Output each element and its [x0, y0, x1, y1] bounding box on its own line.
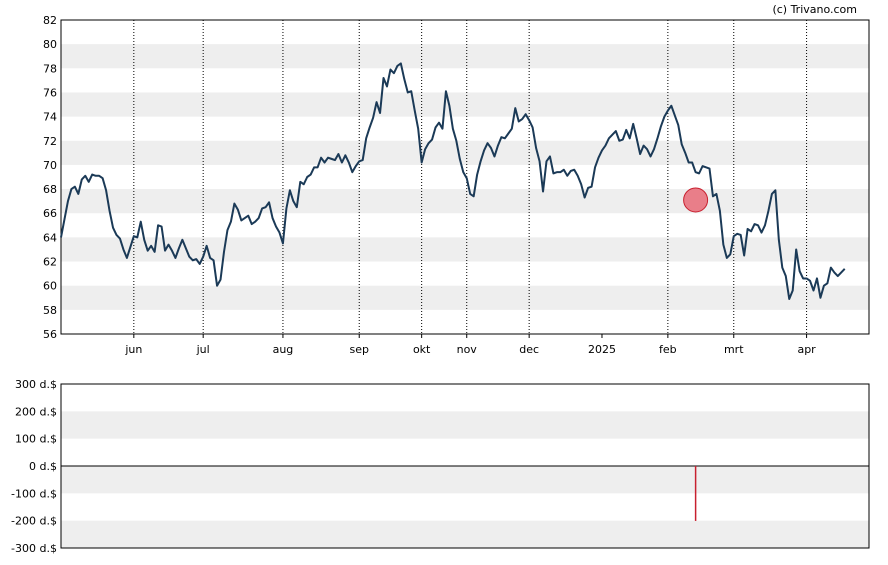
x-tick-nov: nov [457, 343, 478, 356]
price-band [61, 189, 869, 214]
price-y-tick-62: 62 [43, 256, 57, 269]
price-y-tick-60: 60 [43, 280, 57, 293]
price-band [61, 92, 869, 117]
price-y-tick-80: 80 [43, 38, 57, 51]
volume-y-tick--200 d.$: -200 d.$ [11, 515, 57, 528]
price-y-tick-78: 78 [43, 62, 57, 75]
x-tick-okt: okt [413, 343, 431, 356]
volume-y-tick--300 d.$: -300 d.$ [11, 542, 57, 555]
price-line [60, 62, 846, 300]
price-band [61, 140, 869, 165]
volume-y-tick-0 d.$: 0 d.$ [29, 460, 57, 473]
price-y-tick-74: 74 [43, 111, 57, 124]
x-tick-sep: sep [349, 343, 368, 356]
price-y-tick-56: 56 [43, 328, 57, 341]
x-tick-jul: jul [196, 343, 210, 356]
volume-band-layer [61, 411, 869, 548]
volume-y-tick-100 d.$: 100 d.$ [15, 433, 57, 446]
x-tick-aug: aug [273, 343, 294, 356]
volume-y-tick-300 d.$: 300 d.$ [15, 378, 57, 391]
signal-marker [683, 187, 709, 213]
price-band [61, 44, 869, 69]
price-y-tick-76: 76 [43, 86, 57, 99]
x-tick-apr: apr [797, 343, 816, 356]
price-y-tick-68: 68 [43, 183, 57, 196]
marker-layer [683, 187, 709, 213]
price-y-tick-64: 64 [43, 231, 57, 244]
volume-y-tick-200 d.$: 200 d.$ [15, 405, 57, 418]
x-tick-2025: 2025 [588, 343, 616, 356]
volume-band [61, 466, 869, 494]
price-band-layer [61, 44, 869, 310]
price-y-tick-82: 82 [43, 14, 57, 27]
price-band [61, 285, 869, 310]
volume-y-tick--100 d.$: -100 d.$ [11, 487, 57, 500]
volume-y-tick-labels: -300 d.$ -200 d.$ -100 d.$ 0 d.$ 100 d.$ 200 … [11, 378, 869, 555]
price-series [60, 62, 846, 300]
credit-text: (c) Trivano.com [772, 3, 857, 16]
volume-band [61, 411, 869, 439]
price-y-tick-70: 70 [43, 159, 57, 172]
price-frame [60, 19, 870, 335]
price-y-tick-72: 72 [43, 135, 57, 148]
price-panel-frame [60, 19, 870, 335]
x-tick-jun: jun [124, 343, 142, 356]
price-y-tick-labels: 56 58 60 62 64 66 68 70 72 74 76 78 80 82 [43, 14, 57, 341]
x-tick-mrt: mrt [724, 343, 744, 356]
price-y-tick-66: 66 [43, 207, 57, 220]
volume-band [61, 520, 869, 548]
price-y-tick-58: 58 [43, 304, 57, 317]
price-band [61, 237, 869, 262]
x-tick-labels: jun jul aug sep okt nov dec 2025 feb mrt apr [124, 334, 816, 356]
x-tick-feb: feb [659, 343, 677, 356]
x-tick-dec: dec [519, 343, 539, 356]
